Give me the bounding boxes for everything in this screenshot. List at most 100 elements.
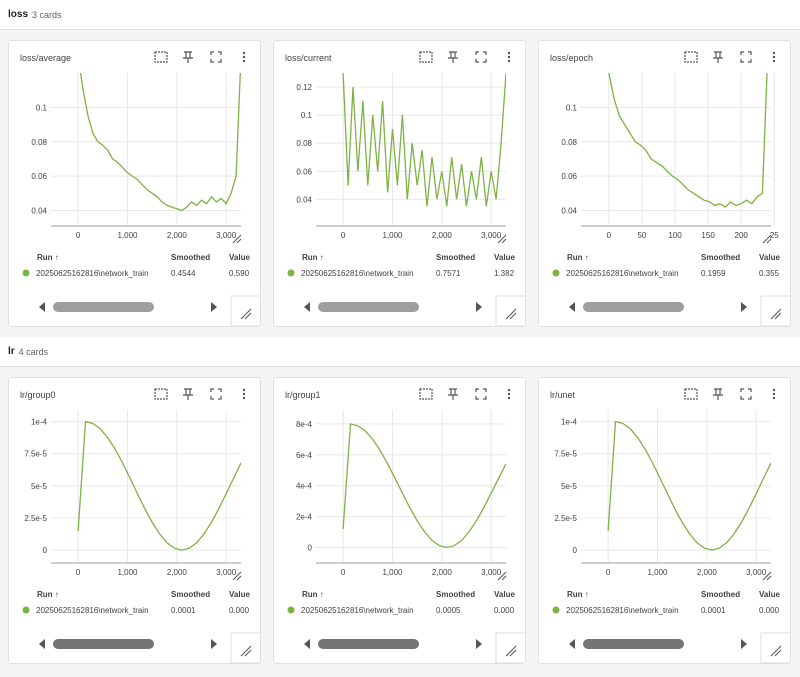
section-name: loss [8,9,29,20]
pin-icon[interactable] [183,51,193,63]
section-count: 4 cards [18,346,49,357]
menu-icon[interactable] [507,51,511,63]
menu-dot [507,392,511,396]
card-svg: loss/epoch 0.04 0.06 0.08 0.1 0 50 100 150 200 25 R… [550,51,790,326]
table-cell: 0.0001 [171,606,196,615]
run-color [552,606,560,614]
x-tick-label: 0 [341,568,346,577]
scroll-thumb[interactable] [318,639,419,649]
menu-dot [772,55,776,59]
fit-icon[interactable] [419,51,433,63]
scroll-thumb[interactable] [53,302,154,312]
y-tick-label: 7.5e-5 [554,450,577,459]
resize-icon[interactable] [232,234,242,244]
scroll-left[interactable] [304,302,310,312]
table-cell: 0.590 [229,269,250,278]
card-svg: loss/average 0.04 0.06 0.08 0.1 0 1,000 2,000 3,… [20,51,260,326]
scroll-right[interactable] [741,639,747,649]
fullscreen-icon[interactable] [740,388,752,400]
resize-icon[interactable] [505,645,517,657]
fullscreen-icon[interactable] [740,51,752,63]
resize-icon[interactable] [232,571,242,581]
fullscreen-icon[interactable] [210,388,222,400]
menu-icon[interactable] [242,388,246,400]
scroll-right[interactable] [741,302,747,312]
menu-dot [242,55,246,59]
menu-dot [772,392,776,396]
pin-icon[interactable] [713,51,723,63]
y-tick-label: 2e-4 [296,513,313,522]
menu-icon[interactable] [772,51,776,63]
section-header: lr 4 cards [0,337,800,367]
scroll-left[interactable] [304,639,310,649]
card-svg: lr/group0 0 2.5e-5 5e-5 7.5e-5 1e-4 0 1,000 2,00… [20,388,260,663]
menu-icon[interactable] [772,388,776,400]
fullscreen-icon[interactable] [475,51,487,63]
menu-dot [772,59,776,63]
resize-icon[interactable] [762,571,772,581]
resize-icon[interactable] [770,308,782,320]
table-header: Value [759,253,780,262]
menu-icon[interactable] [507,388,511,400]
chart-card: lr/group1 0 2e-4 4e-4 6e-4 8e-4 0 1,000 2,000 3,0… [273,377,526,664]
scroll-thumb[interactable] [583,302,684,312]
fit-icon[interactable] [154,51,168,63]
run-color [22,606,30,614]
pin-icon[interactable] [183,388,193,400]
card-svg: lr/unet 0 2.5e-5 5e-5 7.5e-5 1e-4 0 1,000 2,000 3… [550,388,790,663]
card-svg: lr/group1 0 2e-4 4e-4 6e-4 8e-4 0 1,000 2,000 3,0… [285,388,525,663]
fullscreen-icon[interactable] [475,388,487,400]
menu-dot [507,388,511,392]
table-header: Run ↑ [302,253,324,262]
scroll-right[interactable] [211,302,217,312]
scroll-left[interactable] [39,639,45,649]
resize-icon[interactable] [497,234,507,244]
menu-dot [242,59,246,63]
scroll-left[interactable] [569,302,575,312]
table-header: Smoothed [171,590,210,599]
section-name: lr [8,346,15,357]
resize-icon[interactable] [762,234,772,244]
pin-icon[interactable] [448,51,458,63]
scroll-thumb[interactable] [318,302,419,312]
resize-icon[interactable] [770,645,782,657]
run-color [22,269,30,277]
table-cell: 20250625162816\network_train [36,606,149,615]
scroll-thumb[interactable] [583,639,684,649]
table-header: Value [229,253,250,262]
fit-icon[interactable] [419,388,433,400]
corner-box [760,295,790,326]
y-tick-label: 8e-4 [296,420,313,429]
table-header: Smoothed [701,590,740,599]
resize-icon[interactable] [497,571,507,581]
run-color [287,269,295,277]
fit-icon[interactable] [684,51,698,63]
fullscreen-icon[interactable] [210,51,222,63]
fit-icon[interactable] [684,388,698,400]
resize-icon[interactable] [240,645,252,657]
scroll-right[interactable] [476,302,482,312]
menu-icon[interactable] [242,51,246,63]
pin-icon[interactable] [448,388,458,400]
scroll-thumb[interactable] [53,639,154,649]
scroll-left[interactable] [569,639,575,649]
scroll-right[interactable] [211,639,217,649]
fit-icon[interactable] [154,388,168,400]
pin-icon[interactable] [713,388,723,400]
table-cell: 0.355 [759,269,780,278]
scroll-right[interactable] [476,639,482,649]
chart-card: loss/average 0.04 0.06 0.08 0.1 0 1,000 2,000 3,… [8,40,261,327]
section-header: loss 3 cards [0,0,800,30]
table-cell: 0.4544 [171,269,196,278]
x-tick-label: 150 [701,231,715,240]
menu-dot [507,51,511,55]
resize-icon[interactable] [240,308,252,320]
x-tick-label: 200 [735,231,749,240]
y-tick-label: 0.1 [301,111,313,120]
menu-dot [772,396,776,400]
scroll-left[interactable] [39,302,45,312]
resize-icon[interactable] [505,308,517,320]
card-row: lr/group0 0 2.5e-5 5e-5 7.5e-5 1e-4 0 1,000 2,00… [0,367,800,674]
menu-dot [772,388,776,392]
x-tick-label: 1,000 [117,231,138,240]
